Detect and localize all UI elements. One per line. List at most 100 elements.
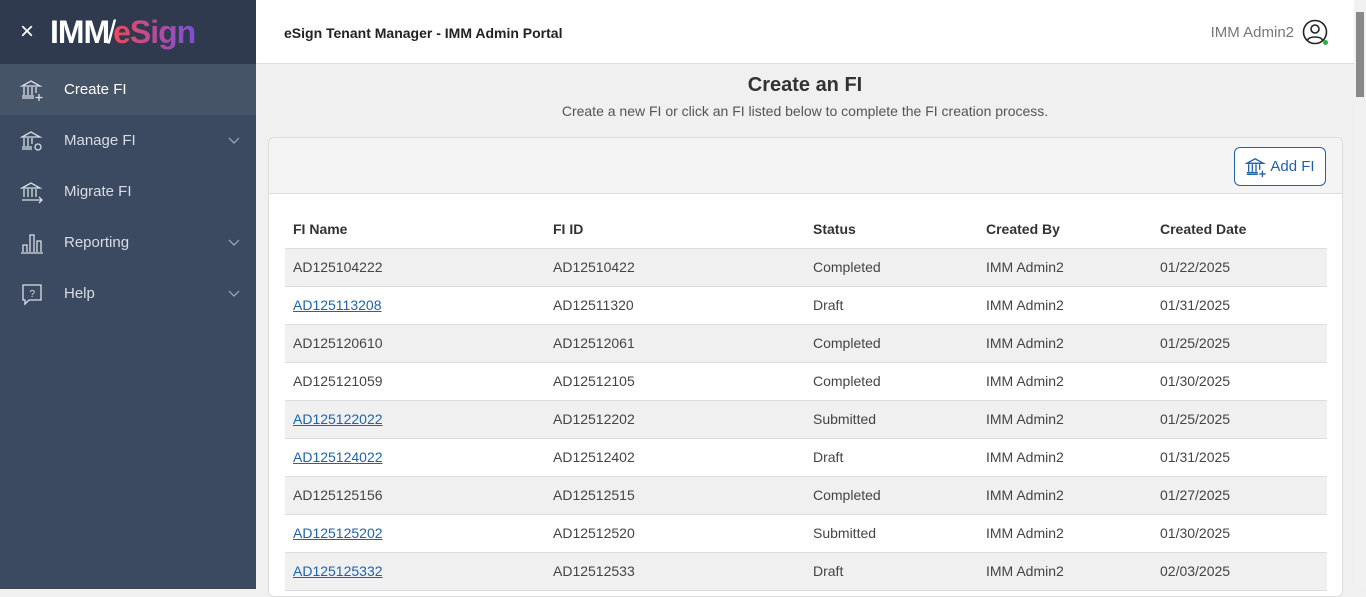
table-row: AD125113208 AD12511320 Draft IMM Admin2 01/3…	[285, 286, 1327, 325]
table-cell: 01/25/2025	[1152, 400, 1327, 439]
fi-name-link[interactable]: AD125113208	[293, 297, 382, 313]
table-cell: IMM Admin2	[978, 400, 1152, 439]
app-title: eSign Tenant Manager - IMM Admin Portal	[284, 25, 563, 41]
page-subtitle: Create a new FI or click an FI listed be…	[561, 103, 1049, 119]
close-icon[interactable]: ×	[20, 18, 35, 45]
table-cell: 01/31/2025	[1152, 286, 1327, 325]
table-cell: AD12512061	[545, 324, 805, 363]
sidebar-item-label: Manage FI	[64, 132, 136, 149]
table-row: AD125120610 AD12512061 Completed IMM Admin2…	[285, 324, 1327, 363]
sidebar-item-create-fi[interactable]: Create FI	[0, 64, 256, 115]
user-menu[interactable]: IMM Admin2	[1211, 19, 1328, 45]
scrollbar[interactable]	[1354, 0, 1366, 589]
table-cell: Completed	[805, 248, 978, 287]
table-cell: AD12511320	[545, 286, 805, 325]
fi-name-link[interactable]: AD125124022	[293, 449, 383, 465]
sidebar-item-label: Create FI	[64, 81, 127, 98]
table-cell: AD125121059	[285, 362, 545, 401]
table-cell: 01/25/2025	[1152, 324, 1327, 363]
sidebar-item-migrate-fi[interactable]: Migrate FI	[0, 166, 256, 217]
table-cell: 01/31/2025	[1152, 438, 1327, 477]
table-row: AD125124022 AD12512402 Draft IMM Admin2 01/3…	[285, 438, 1327, 477]
table-cell: AD125113208	[285, 286, 545, 325]
table-cell: Draft	[805, 552, 978, 591]
add-fi-button[interactable]: Add FI	[1234, 147, 1326, 186]
help-bubble-icon: ?	[22, 283, 42, 306]
table-cell: AD12512202	[545, 400, 805, 439]
top-bar: eSign Tenant Manager - IMM Admin Portal …	[256, 0, 1354, 64]
table-cell: AD125125156	[285, 476, 545, 515]
table-row: AD125104222 AD12510422 Completed IMM Admin2…	[285, 248, 1327, 287]
table-cell: AD125125332	[285, 552, 545, 591]
chevron-down-icon[interactable]	[228, 286, 240, 303]
sidebar: × IMM / eSign Create FI Manage FI Migrate FI…	[0, 0, 256, 589]
table-cell: AD12512520	[545, 514, 805, 553]
column-header: Created By	[978, 211, 1152, 249]
table-cell: IMM Admin2	[978, 248, 1152, 287]
table-cell: AD125125202	[285, 514, 545, 553]
user-name: IMM Admin2	[1210, 23, 1294, 41]
table-cell: Completed	[805, 362, 978, 401]
fi-name-link[interactable]: AD125125332	[293, 563, 383, 579]
table-cell: IMM Admin2	[978, 476, 1152, 515]
user-avatar-icon[interactable]	[1302, 19, 1328, 45]
logo: IMM / eSign	[50, 13, 196, 50]
brand-bar: × IMM / eSign	[0, 0, 256, 64]
svg-text:?: ?	[30, 289, 36, 300]
bank-arrow-icon	[20, 181, 43, 203]
fi-name-link[interactable]: AD125125202	[293, 525, 383, 541]
column-header: Created Date	[1152, 211, 1327, 249]
sidebar-item-label: Reporting	[64, 234, 130, 251]
sidebar-item-help[interactable]: ? Help	[0, 268, 256, 319]
column-header: FI Name	[285, 211, 545, 249]
chevron-down-icon[interactable]	[228, 133, 240, 150]
table-cell: Submitted	[805, 400, 978, 439]
bar-chart-icon	[21, 233, 43, 254]
table-cell: Completed	[805, 324, 978, 363]
table-header: FI Name FI ID Status Created By Created Date	[285, 211, 1327, 249]
table-cell: Draft	[805, 286, 978, 325]
table-cell: Submitted	[805, 514, 978, 553]
table-cell: IMM Admin2	[978, 552, 1152, 591]
table-cell: AD12512105	[545, 362, 805, 401]
card-toolbar: Add FI	[269, 138, 1342, 194]
table-cell: IMM Admin2	[978, 362, 1152, 401]
table-cell: AD125104222	[285, 248, 545, 287]
sidebar-item-manage-fi[interactable]: Manage FI	[0, 115, 256, 166]
table-row: AD125125332 AD12512533 Draft IMM Admin2 02/0…	[285, 552, 1327, 591]
table-cell: IMM Admin2	[978, 514, 1152, 553]
table-cell: AD12512533	[545, 552, 805, 591]
table-cell: 01/27/2025	[1152, 476, 1327, 515]
column-header: FI ID	[545, 211, 805, 249]
bank-gear-icon	[20, 130, 43, 151]
table-cell: AD125124022	[285, 438, 545, 477]
table-cell: 02/03/2025	[1152, 552, 1327, 591]
table-cell: 01/22/2025	[1152, 248, 1327, 287]
bank-plus-icon	[20, 79, 43, 101]
table-cell: 01/30/2025	[1152, 362, 1327, 401]
page-title: Create an FI	[747, 74, 863, 96]
fi-card: Add FI FI Name FI ID Status Created By Creat…	[268, 137, 1343, 597]
table-cell: AD12512515	[545, 476, 805, 515]
table-cell: AD125122022	[285, 400, 545, 439]
chevron-down-icon[interactable]	[228, 235, 240, 252]
table-cell: Completed	[805, 476, 978, 515]
fi-table: FI Name FI ID Status Created By Created Date…	[285, 211, 1327, 591]
table-cell: AD12512402	[545, 438, 805, 477]
sidebar-item-label: Migrate FI	[64, 183, 132, 200]
table-row: AD125125156 AD12512515 Completed IMM Admin2…	[285, 476, 1327, 515]
table-cell: IMM Admin2	[978, 324, 1152, 363]
bank-plus-icon	[1245, 157, 1267, 177]
table-row: AD125125202 AD12512520 Submitted IMM Admin2…	[285, 514, 1327, 553]
scrollbar-thumb[interactable]	[1356, 12, 1364, 97]
table-cell: AD12510422	[545, 248, 805, 287]
column-header: Status	[805, 211, 978, 249]
table-cell: IMM Admin2	[978, 438, 1152, 477]
table-row: AD125122022 AD12512202 Submitted IMM Admin2…	[285, 400, 1327, 439]
table-cell: IMM Admin2	[978, 286, 1152, 325]
sidebar-item-label: Help	[64, 285, 95, 302]
fi-name-link[interactable]: AD125122022	[293, 411, 383, 427]
table-cell: 01/30/2025	[1152, 514, 1327, 553]
table-cell: AD125120610	[285, 324, 545, 363]
sidebar-item-reporting[interactable]: Reporting	[0, 217, 256, 268]
